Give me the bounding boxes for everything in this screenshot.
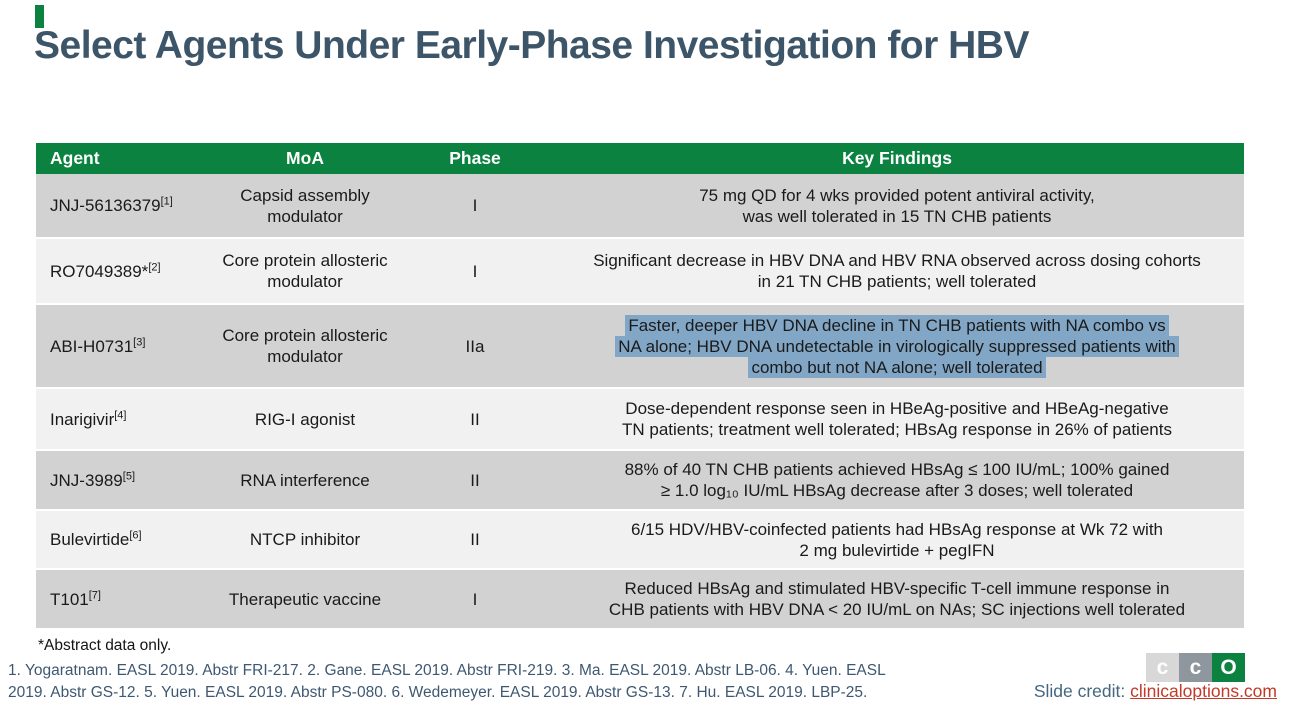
reference-superscript: [2] — [148, 260, 161, 273]
moa-cell: Core protein allosteric modulator — [210, 250, 400, 292]
reference-superscript: [4] — [114, 408, 127, 421]
findings-line: was well tolerated in 15 TN CHB patients — [742, 206, 1052, 226]
reference-superscript: [1] — [160, 195, 173, 208]
moa-cell: Capsid assembly modulator — [210, 185, 400, 227]
phase-cell: II — [470, 530, 480, 549]
findings-cell: 88% of 40 TN CHB patients achieved HBsAg… — [550, 459, 1244, 501]
findings-line: 88% of 40 TN CHB patients achieved HBsAg… — [624, 460, 1170, 479]
phase-cell: I — [472, 589, 478, 609]
table-body: JNJ-56136379[1] Capsid assembly modulato… — [36, 174, 1244, 628]
reference-superscript: [6] — [129, 529, 142, 542]
header-key-findings: Key Findings — [842, 148, 952, 168]
agent-cell: RO7049389*[2] — [36, 261, 210, 282]
findings-line: Significant decrease in HBV DNA and HBV … — [593, 251, 1201, 270]
findings-line: 75 mg QD for 4 wks provided potent antiv… — [699, 185, 1095, 205]
moa-text: Capsid assembly modulator — [240, 185, 370, 226]
moa-cell: Therapeutic vaccine — [210, 589, 400, 610]
logo-square-c2-icon: c — [1179, 653, 1212, 682]
findings-cell: Significant decrease in HBV DNA and HBV … — [550, 250, 1244, 292]
findings-cell: Dose-dependent response seen in HBeAg-po… — [550, 398, 1244, 440]
findings-line: Dose-dependent response seen in HBeAg-po… — [625, 399, 1169, 418]
table-row: JNJ-56136379[1] Capsid assembly modulato… — [36, 174, 1244, 237]
references-line-2: 2019. Abstr GS-12. 5. Yuen. EASL 2019. A… — [8, 683, 868, 701]
selection-highlight: NA alone; HBV DNA undetectable in virolo… — [615, 335, 1179, 357]
moa-text: Therapeutic vaccine — [228, 589, 382, 609]
agent-cell: T101[7] — [36, 589, 210, 610]
agent-cell: JNJ-3989[5] — [36, 470, 210, 491]
reference-superscript: [5] — [122, 469, 135, 482]
agent-name: T101 — [50, 589, 89, 609]
references-block: 1. Yogaratnam. EASL 2019. Abstr FRI-217.… — [8, 660, 886, 703]
moa-text: NTCP inhibitor — [249, 530, 361, 549]
slide-credit-label: Slide credit: — [1033, 681, 1131, 701]
agent-cell: ABI-H0731[3] — [36, 336, 210, 357]
table-header-row: Agent MoA Phase Key Findings — [36, 143, 1244, 174]
clinicaloptions-link[interactable]: clinicaloptions.com — [1130, 681, 1277, 701]
findings-cell: 6/15 HDV/HBV-coinfected patients had HBs… — [550, 519, 1244, 561]
slide-credit: Slide credit: clinicaloptions.com — [1034, 681, 1277, 702]
selection-highlight: combo but not NA alone; well tolerated — [748, 356, 1046, 378]
findings-cell: 75 mg QD for 4 wks provided potent antiv… — [550, 185, 1244, 227]
moa-cell: RNA interference — [210, 470, 400, 491]
header-agent: Agent — [50, 148, 100, 168]
header-moa: MoA — [286, 148, 324, 168]
findings-cell: Reduced HBsAg and stimulated HBV-specifi… — [550, 578, 1244, 620]
phase-cell: I — [472, 261, 478, 281]
agent-cell: Inarigivir[4] — [36, 409, 210, 430]
findings-line: TN patients; treatment well tolerated; H… — [622, 420, 1172, 439]
footnote-abstract-only: *Abstract data only. — [38, 637, 172, 654]
reference-superscript: [7] — [88, 588, 101, 601]
agent-name: ABI-H0731 — [50, 336, 134, 356]
findings-line: ≥ 1.0 log₁₀ IU/mL HBsAg decrease after 3… — [660, 481, 1134, 500]
findings-line: in 21 TN CHB patients; well tolerated — [757, 272, 1037, 291]
findings-line: 2 mg bulevirtide + pegIFN — [799, 540, 995, 560]
agent-name: Inarigivir — [50, 409, 115, 429]
agent-cell: Bulevirtide[6] — [36, 529, 210, 550]
findings-line: Reduced HBsAg and stimulated HBV-specifi… — [624, 579, 1170, 598]
table-row: Inarigivir[4] RIG-I agonist II Dose-depe… — [36, 387, 1244, 449]
agent-name: RO7049389* — [50, 261, 149, 281]
table-row: Bulevirtide[6] NTCP inhibitor II 6/15 HD… — [36, 509, 1244, 568]
agent-name: JNJ-3989 — [50, 470, 123, 490]
references-line-1: 1. Yogaratnam. EASL 2019. Abstr FRI-217.… — [8, 662, 886, 679]
cco-logo: c c O — [1146, 653, 1245, 682]
moa-text: RIG-I agonist — [254, 409, 356, 429]
moa-text: Core protein allosteric modulator — [222, 326, 388, 366]
phase-cell: I — [472, 196, 478, 215]
findings-line: CHB patients with HBV DNA < 20 IU/mL on … — [608, 600, 1186, 619]
findings-line: combo but not NA alone; well tolerated — [550, 356, 1244, 378]
reference-superscript: [3] — [133, 335, 146, 348]
moa-text: RNA interference — [240, 470, 370, 490]
logo-square-o-icon: O — [1212, 653, 1245, 682]
phase-cell: II — [470, 470, 480, 490]
findings-cell-highlighted: Faster, deeper HBV DNA decline in TN CHB… — [550, 314, 1244, 378]
header-phase: Phase — [449, 148, 501, 168]
page-title: Select Agents Under Early-Phase Investig… — [34, 24, 1029, 67]
moa-cell: Core protein allosteric modulator — [210, 325, 400, 367]
moa-cell: RIG-I agonist — [210, 409, 400, 430]
table-row: JNJ-3989[5] RNA interference II 88% of 4… — [36, 449, 1244, 509]
findings-line: 6/15 HDV/HBV-coinfected patients had HBs… — [631, 519, 1163, 539]
moa-cell: NTCP inhibitor — [210, 529, 400, 550]
table-row: T101[7] Therapeutic vaccine I Reduced HB… — [36, 568, 1244, 628]
table-row: RO7049389*[2] Core protein allosteric mo… — [36, 237, 1244, 303]
agent-name: JNJ-56136379 — [50, 196, 161, 215]
moa-text: Core protein allosteric modulator — [222, 251, 388, 291]
table-row: ABI-H0731[3] Core protein allosteric mod… — [36, 303, 1244, 387]
phase-cell: II — [470, 409, 480, 429]
findings-line: Faster, deeper HBV DNA decline in TN CHB… — [550, 314, 1244, 336]
agents-table: Agent MoA Phase Key Findings JNJ-5613637… — [36, 143, 1244, 628]
findings-line: NA alone; HBV DNA undetectable in virolo… — [550, 335, 1244, 357]
agent-name: Bulevirtide — [50, 530, 130, 549]
logo-square-c1-icon: c — [1146, 653, 1179, 682]
green-accent-bar — [35, 5, 44, 28]
phase-cell: IIa — [465, 336, 485, 356]
agent-cell: JNJ-56136379[1] — [36, 195, 210, 216]
selection-highlight: Faster, deeper HBV DNA decline in TN CHB… — [625, 314, 1169, 336]
